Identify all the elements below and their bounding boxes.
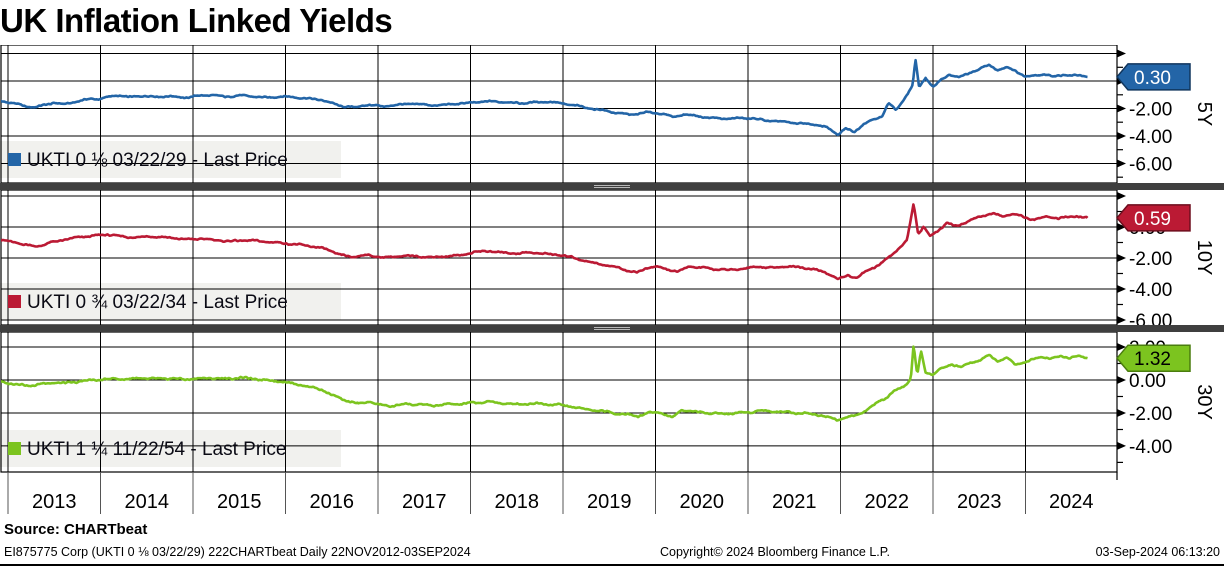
xaxis-year-label: 2020 bbox=[680, 491, 725, 513]
footer-copyright: Copyright© 2024 Bloomberg Finance L.P. bbox=[660, 545, 890, 559]
xaxis-year-label: 2019 bbox=[587, 491, 632, 513]
axis-major-tick bbox=[1117, 376, 1126, 384]
last-price-value-10y: 0.59 bbox=[1134, 209, 1171, 230]
xaxis-year-label: 2013 bbox=[32, 491, 77, 513]
axis-tick-label: -6.00 bbox=[1129, 155, 1172, 176]
xaxis-year-label: 2024 bbox=[1049, 491, 1094, 513]
last-price-tag-30y bbox=[1116, 344, 1191, 372]
series-line-10y bbox=[1, 203, 1089, 281]
series-line-30y bbox=[1, 345, 1088, 422]
panel-separator-1 bbox=[0, 325, 1224, 332]
axis-major-tick bbox=[1117, 316, 1126, 324]
legend-label-5y: UKTI 0 ⅛ 03/22/29 - Last Price bbox=[27, 150, 288, 171]
xaxis-year-label: 2023 bbox=[957, 491, 1002, 513]
series-line-5y bbox=[1, 58, 1088, 137]
xaxis-year-label: 2021 bbox=[772, 491, 817, 513]
axis-title-5y: 5Y bbox=[1193, 102, 1215, 126]
legend-marker-10y bbox=[8, 295, 21, 308]
axis-tick-label: -2.00 bbox=[1129, 404, 1172, 425]
axis-major-tick bbox=[1117, 159, 1126, 168]
axis-title-30y: 30Y bbox=[1193, 384, 1215, 420]
legend-box-30y[interactable] bbox=[0, 430, 341, 467]
axis-major-tick bbox=[1117, 104, 1126, 113]
axis-major-tick bbox=[1117, 132, 1126, 140]
axis-tick-label: -4.00 bbox=[1129, 437, 1172, 458]
axis-tick-label: -2.00 bbox=[1129, 249, 1172, 270]
last-price-tag-5y bbox=[1116, 63, 1191, 91]
legend-marker-5y bbox=[8, 153, 21, 166]
last-price-value-5y: 0.30 bbox=[1134, 68, 1171, 89]
axis-major-tick bbox=[1117, 441, 1126, 450]
xaxis-year-label: 2018 bbox=[495, 491, 540, 513]
axis-tick-label: -4.00 bbox=[1129, 280, 1172, 301]
axis-major-tick bbox=[1117, 343, 1126, 351]
axis-title-10y: 10Y bbox=[1193, 240, 1215, 276]
legend-box-5y[interactable] bbox=[0, 141, 341, 178]
xaxis-year-label: 2014 bbox=[125, 491, 170, 513]
page-title: UK Inflation Linked Yields bbox=[0, 2, 393, 39]
axis-tick-label: -4.00 bbox=[1129, 127, 1172, 148]
xaxis-year-label: 2017 bbox=[402, 491, 447, 513]
legend-label-30y: UKTI 1 ¼ 11/22/54 - Last Price bbox=[27, 439, 286, 460]
xaxis-year-label: 2016 bbox=[310, 491, 355, 513]
axis-tick-label: 0.00 bbox=[1129, 371, 1166, 392]
axis-major-tick bbox=[1117, 409, 1126, 417]
legend-marker-30y bbox=[8, 442, 21, 455]
xaxis-year-label: 2022 bbox=[865, 491, 910, 513]
axis-tick-label: -2.00 bbox=[1129, 100, 1172, 121]
source-label: Source: CHARTbeat bbox=[4, 521, 148, 538]
axis-major-tick bbox=[1117, 285, 1126, 293]
xaxis-year-label: 2015 bbox=[217, 491, 262, 513]
last-price-tag-10y bbox=[1116, 204, 1191, 232]
axis-major-tick bbox=[1117, 49, 1126, 58]
footer-timestamp: 03-Sep-2024 06:13:20 bbox=[1095, 545, 1220, 559]
footer-security-info: EI875775 Corp (UKTI 0 ⅛ 03/22/29) 222CHA… bbox=[4, 545, 471, 559]
axis-major-tick bbox=[1117, 254, 1126, 262]
panel-separator-0 bbox=[0, 183, 1224, 190]
last-price-value-30y: 1.32 bbox=[1134, 349, 1171, 370]
legend-label-10y: UKTI 0 ¾ 03/22/34 - Last Price bbox=[27, 292, 288, 313]
chart-canvas: 0.00 -2.00 -4.00 -6.00 5Y 0.30 UKTI 0 ⅛ 03/22/… bbox=[0, 45, 1224, 514]
axis-major-tick bbox=[1117, 192, 1126, 200]
axis-major-tick bbox=[1117, 223, 1126, 231]
